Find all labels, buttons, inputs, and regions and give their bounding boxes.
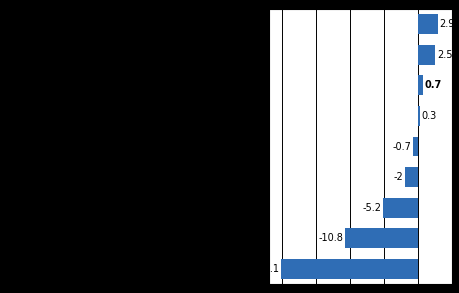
Bar	[404, 167, 418, 187]
Bar	[345, 228, 418, 248]
Text: -2: -2	[393, 172, 403, 182]
Bar	[414, 137, 418, 156]
Text: 0.3: 0.3	[422, 111, 437, 121]
Text: 2.5: 2.5	[437, 50, 452, 60]
Bar	[418, 45, 435, 65]
Text: -10.8: -10.8	[318, 233, 343, 243]
Text: -20.1: -20.1	[255, 264, 280, 274]
Text: 0.7: 0.7	[425, 80, 442, 90]
Bar	[281, 259, 418, 279]
Text: -5.2: -5.2	[362, 203, 381, 213]
Bar	[383, 198, 418, 218]
Bar	[418, 106, 420, 126]
Text: -0.7: -0.7	[393, 142, 412, 151]
Bar	[418, 75, 423, 95]
Text: 2.9: 2.9	[440, 19, 455, 29]
Bar	[418, 14, 438, 34]
